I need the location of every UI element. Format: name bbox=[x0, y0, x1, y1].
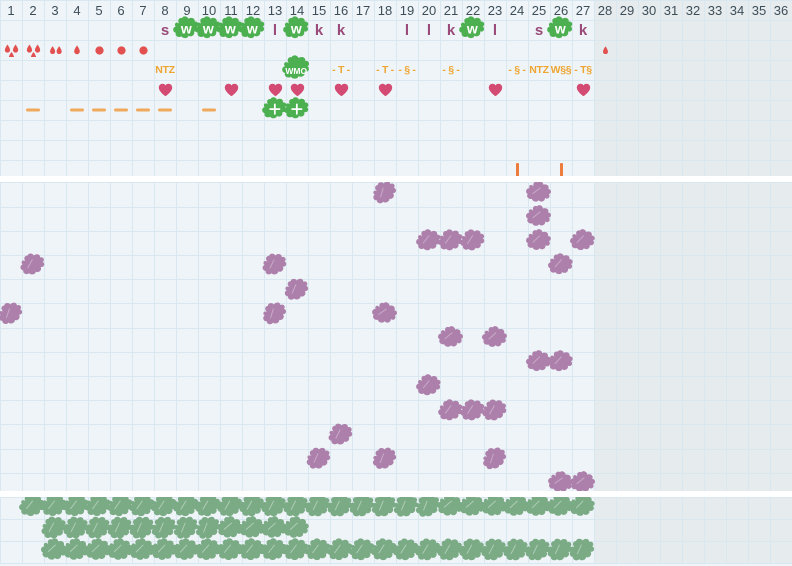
svg-text:w: w bbox=[246, 21, 258, 37]
svg-text:w: w bbox=[290, 21, 302, 37]
svg-text:w: w bbox=[180, 21, 192, 37]
svg-text:w: w bbox=[224, 21, 236, 37]
svg-text:w: w bbox=[466, 21, 478, 37]
svg-text:w: w bbox=[554, 21, 566, 37]
svg-text:WMO: WMO bbox=[285, 66, 307, 76]
svg-text:w: w bbox=[202, 21, 214, 37]
